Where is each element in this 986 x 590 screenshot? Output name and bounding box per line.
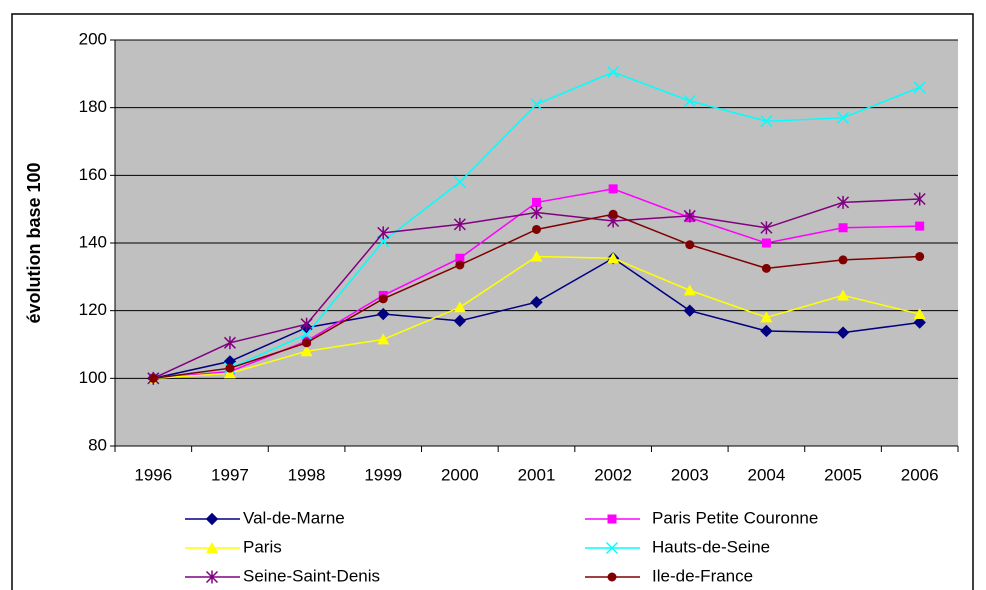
y-tick-label: 100 (79, 368, 107, 387)
x-tick-label: 1999 (364, 465, 402, 484)
x-tick-label: 1996 (134, 465, 172, 484)
marker (837, 195, 850, 209)
marker (838, 255, 848, 265)
y-tick-label: 80 (88, 435, 107, 454)
marker (453, 176, 466, 189)
x-tick-label: 2005 (824, 465, 862, 484)
marker (223, 367, 236, 379)
y-tick-label: 180 (79, 97, 107, 116)
marker (532, 197, 541, 207)
marker (206, 542, 218, 553)
marker (913, 81, 926, 94)
marker (683, 304, 696, 317)
marker (760, 115, 773, 128)
marker (530, 296, 543, 309)
marker (761, 263, 771, 273)
marker (453, 314, 467, 328)
marker (302, 338, 312, 348)
marker (915, 252, 925, 262)
marker (836, 326, 850, 339)
x-tick-label: 2001 (518, 465, 556, 484)
marker (300, 345, 313, 357)
y-tick-label: 200 (79, 29, 107, 48)
y-tick-label: 160 (79, 165, 107, 184)
marker (225, 363, 235, 373)
marker (760, 324, 773, 338)
marker (685, 240, 695, 250)
x-tick-label: 1998 (288, 465, 326, 484)
marker (300, 317, 313, 331)
marker (761, 238, 771, 248)
legend-label: Hauts-de-Seine (652, 537, 770, 556)
marker (683, 209, 696, 223)
y-axis-title: évolution base 100 (24, 162, 44, 323)
marker (683, 94, 696, 107)
marker (205, 570, 219, 584)
marker (837, 111, 850, 124)
marker (148, 373, 158, 383)
marker (608, 209, 618, 219)
marker (530, 98, 543, 111)
marker (453, 217, 466, 231)
x-tick-label: 2000 (441, 465, 479, 484)
marker (683, 284, 696, 296)
marker (378, 294, 388, 304)
marker (532, 224, 541, 234)
marker (607, 66, 620, 79)
marker (607, 252, 620, 264)
marker (455, 253, 465, 263)
marker (838, 223, 848, 233)
marker (530, 250, 543, 262)
x-tick-label: 2003 (671, 465, 709, 484)
x-tick-label: 2006 (901, 465, 939, 484)
marker (453, 301, 466, 313)
marker (915, 221, 925, 231)
legend-label: Seine-Saint-Denis (243, 566, 380, 585)
marker (455, 260, 465, 270)
y-tick-label: 140 (79, 232, 107, 251)
marker (760, 221, 773, 235)
x-tick-label: 2002 (594, 465, 632, 484)
marker (913, 316, 926, 329)
marker (760, 311, 773, 323)
marker (223, 336, 236, 350)
marker (205, 512, 219, 526)
marker (607, 514, 617, 524)
legend-label: Paris Petite Couronne (652, 508, 818, 527)
marker (608, 184, 618, 194)
marker (377, 226, 390, 240)
marker (605, 541, 619, 555)
marker (377, 333, 390, 345)
y-tick-label: 120 (79, 300, 107, 319)
x-tick-label: 2004 (747, 465, 785, 484)
marker (913, 192, 926, 206)
marker (607, 572, 617, 582)
marker (837, 289, 850, 301)
legend-label: Ile-de-France (652, 566, 753, 585)
legend-label: Val-de-Marne (243, 508, 345, 527)
legend-label: Paris (243, 537, 282, 556)
marker (530, 206, 543, 220)
marker (913, 308, 926, 320)
x-tick-label: 1997 (211, 465, 249, 484)
marker (300, 328, 313, 341)
marker (377, 307, 390, 321)
